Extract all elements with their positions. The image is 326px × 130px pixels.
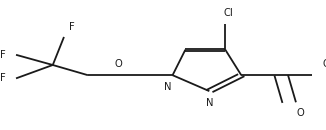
Text: N: N xyxy=(206,98,213,108)
Text: O: O xyxy=(297,108,304,118)
Text: N: N xyxy=(164,82,171,92)
Text: O: O xyxy=(114,59,122,69)
Text: OH: OH xyxy=(322,59,326,69)
Text: F: F xyxy=(0,73,6,83)
Text: F: F xyxy=(0,50,6,60)
Text: Cl: Cl xyxy=(224,8,233,18)
Text: F: F xyxy=(69,22,75,32)
